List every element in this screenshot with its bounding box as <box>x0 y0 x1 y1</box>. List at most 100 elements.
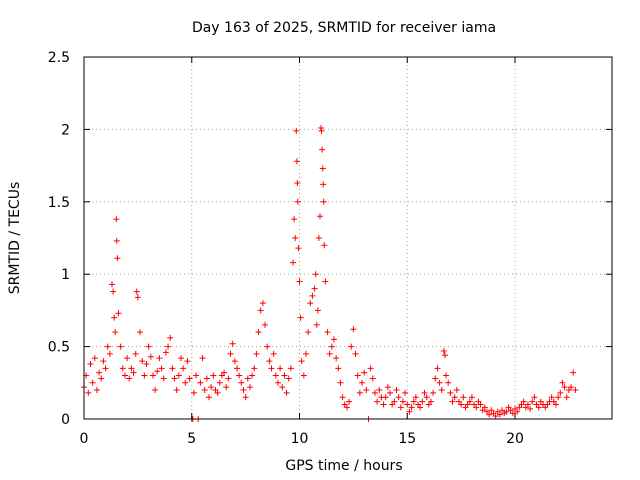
data-point <box>114 255 121 262</box>
data-point <box>441 352 448 359</box>
data-point <box>158 365 165 372</box>
x-axis-label: GPS time / hours <box>285 458 402 474</box>
data-point <box>548 394 555 401</box>
data-point <box>190 389 197 396</box>
data-point <box>165 343 172 350</box>
data-point <box>298 358 305 365</box>
data-point <box>453 387 460 394</box>
data-point <box>481 404 488 411</box>
data-point <box>277 365 284 372</box>
data-point <box>527 405 534 412</box>
tick-labels: 0 5 10 15 20 0 0.5 1 1.5 2 2.5 <box>48 50 524 447</box>
y-tick-label: 2 <box>61 122 70 138</box>
data-point <box>399 398 406 405</box>
data-point <box>133 288 140 295</box>
data-point <box>115 310 122 317</box>
data-point <box>492 413 499 420</box>
data-point <box>231 358 238 365</box>
data-point <box>458 401 465 408</box>
data-point <box>382 394 389 401</box>
data-point <box>147 353 154 360</box>
data-point <box>535 404 542 411</box>
y-tick-label: 1 <box>61 267 70 283</box>
data-point <box>354 372 361 379</box>
data-point <box>305 329 312 336</box>
data-point <box>199 355 206 362</box>
data-point <box>205 394 212 401</box>
data-point <box>175 372 182 379</box>
data-point <box>432 375 439 382</box>
data-point <box>180 365 187 372</box>
data-point <box>520 398 527 405</box>
data-point <box>197 379 204 386</box>
data-point <box>221 369 228 376</box>
data-point <box>350 326 357 333</box>
data-point <box>466 398 473 405</box>
data-point <box>412 394 419 401</box>
data-point <box>214 389 221 396</box>
data-point <box>292 235 299 241</box>
data-point <box>419 398 426 405</box>
data-point <box>473 404 480 411</box>
data-point <box>406 408 413 415</box>
data-point <box>130 369 137 376</box>
data-points <box>81 124 579 422</box>
data-point <box>423 394 430 401</box>
data-point <box>149 372 156 379</box>
data-point <box>177 355 184 362</box>
data-point <box>156 355 163 362</box>
data-point <box>246 384 253 391</box>
data-point <box>486 411 493 418</box>
x-tick-label: 20 <box>506 431 524 447</box>
data-point <box>160 375 167 382</box>
data-point <box>145 343 152 350</box>
y-tick-label: 1.5 <box>48 195 70 211</box>
data-point <box>529 398 536 405</box>
data-point <box>468 394 475 401</box>
data-point <box>307 300 314 307</box>
data-point <box>438 387 445 394</box>
data-point <box>124 355 131 362</box>
data-point <box>348 343 355 350</box>
data-point <box>98 375 105 382</box>
data-point <box>184 358 191 365</box>
data-point <box>139 358 146 365</box>
data-point <box>343 404 350 411</box>
data-point <box>102 365 109 372</box>
y-tick-label: 2.5 <box>48 50 70 66</box>
axis-ticks <box>83 56 612 420</box>
data-point <box>404 401 411 408</box>
data-point <box>229 340 236 347</box>
data-point <box>117 343 124 350</box>
x-tick-label: 10 <box>291 431 309 447</box>
data-point <box>361 369 368 376</box>
data-point <box>514 408 521 415</box>
data-point <box>315 235 322 241</box>
data-point <box>295 245 302 252</box>
data-point <box>477 401 484 408</box>
data-point <box>182 379 189 386</box>
data-point <box>110 288 117 295</box>
data-point <box>322 278 329 285</box>
data-point <box>293 127 300 134</box>
chart-title: Day 163 of 2025, SRMTID for receiver iam… <box>192 20 496 36</box>
x-tick-label: 15 <box>398 431 416 447</box>
data-point <box>367 365 374 372</box>
x-tick-label: 5 <box>187 431 196 447</box>
data-point <box>503 408 510 415</box>
data-point <box>85 389 92 396</box>
x-tick-label: 0 <box>80 431 89 447</box>
data-point <box>173 387 180 394</box>
data-point <box>259 300 266 307</box>
data-point <box>356 389 363 396</box>
data-point <box>380 401 387 408</box>
data-point <box>291 216 298 223</box>
data-point <box>240 387 247 394</box>
data-point <box>319 165 326 172</box>
data-point <box>531 394 538 401</box>
data-point <box>440 347 447 354</box>
data-point <box>371 389 378 396</box>
data-point <box>434 365 441 372</box>
data-point <box>417 404 424 411</box>
data-point <box>253 350 260 357</box>
